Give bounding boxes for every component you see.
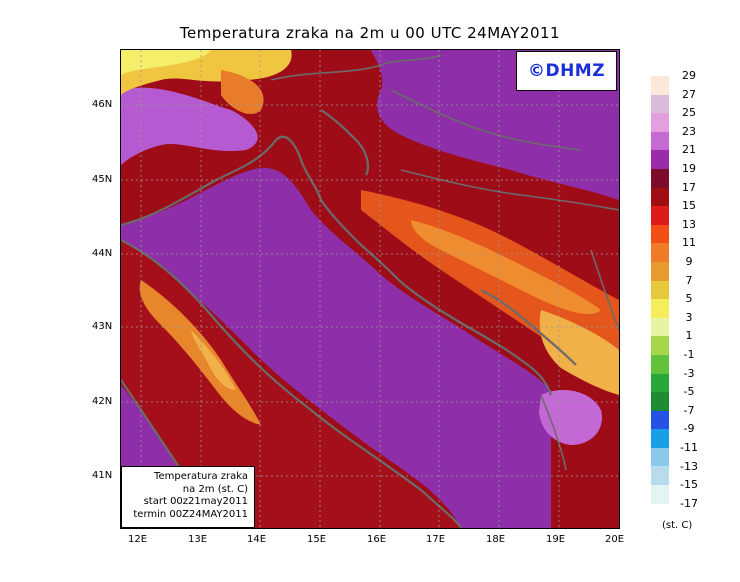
legend-swatch	[651, 354, 669, 374]
legend-swatch	[651, 168, 669, 188]
legend-label: 23	[682, 124, 696, 138]
legend-swatch	[651, 94, 669, 114]
temperature-map	[120, 49, 620, 529]
legend-label: -13	[680, 459, 698, 473]
region-alps-coldest	[121, 50, 211, 75]
legend-swatch	[651, 280, 669, 300]
legend-label: -3	[683, 366, 695, 380]
info-line-3: start 00z21may2011	[143, 496, 248, 507]
lat-label-43n: 43N	[92, 321, 113, 332]
lon-label-12e: 12E	[128, 534, 148, 545]
region-dinarides-high	[411, 220, 601, 315]
legend-label: 9	[685, 255, 693, 268]
borders	[270, 54, 619, 471]
legend-swatch	[651, 224, 669, 244]
region-apennines-high	[191, 330, 236, 390]
legend-swatch	[651, 429, 669, 448]
legend-swatch	[651, 243, 669, 262]
colour-legend	[651, 76, 669, 504]
legend-swatch	[651, 150, 669, 169]
legend-label: 21	[682, 143, 696, 157]
legend-label: -9	[683, 422, 695, 436]
legend-swatch	[651, 76, 669, 95]
lat-label-42n: 42N	[92, 396, 113, 407]
legend-swatch	[651, 447, 669, 467]
legend-label: -15	[680, 478, 698, 492]
region-montenegro	[539, 310, 619, 395]
legend-swatch	[651, 410, 669, 430]
lon-label-17e: 17E	[426, 534, 446, 545]
legend-label: 15	[682, 199, 696, 213]
lat-label-44n: 44N	[92, 248, 113, 259]
legend-label: 29	[682, 69, 696, 82]
legend-label: -17	[680, 496, 698, 510]
legend-label: -5	[683, 385, 695, 399]
legend-swatch	[651, 299, 669, 318]
lon-label-20e: 20E	[605, 534, 625, 545]
lat-label-41n: 41N	[92, 470, 113, 481]
legend-label: 13	[682, 217, 696, 231]
legend-swatch	[651, 113, 669, 132]
dhmz-watermark: ©DHMZ	[516, 51, 617, 91]
lat-label-45n: 45N	[92, 174, 113, 185]
legend-label: 7	[685, 273, 693, 287]
legend-label: 1	[685, 329, 693, 343]
info-line-2: na 2m (st. C)	[182, 483, 248, 495]
legend-label: 27	[682, 87, 696, 101]
legend-swatch	[651, 466, 669, 486]
legend-swatch	[651, 392, 669, 411]
legend-swatch	[651, 261, 669, 281]
legend-label: -1	[683, 348, 695, 361]
region-po-valley	[121, 87, 258, 165]
legend-label: -7	[683, 403, 695, 417]
legend-swatch	[651, 131, 669, 151]
legend-label: 17	[682, 180, 696, 194]
info-box: Temperatura zraka na 2m (st. C) start 00…	[121, 466, 255, 528]
legend-label: 11	[682, 236, 696, 250]
lon-label-18e: 18E	[486, 534, 506, 545]
legend-swatch	[651, 206, 669, 225]
legend-swatch	[651, 187, 669, 207]
legend-label: 3	[685, 310, 693, 324]
region-italy	[121, 240, 461, 528]
graticule	[121, 50, 619, 528]
region-alps-orange	[221, 70, 264, 115]
lon-label-15e: 15E	[307, 534, 327, 545]
map-canvas	[121, 50, 619, 528]
info-line-1: Temperatura zraka	[154, 471, 248, 482]
legend-label: 19	[682, 162, 696, 175]
legend-swatch	[651, 317, 669, 337]
legend-label: 25	[682, 106, 696, 120]
legend-label: 5	[685, 292, 693, 306]
chart-title: Temperatura zraka na 2m u 00 UTC 24MAY20…	[179, 24, 561, 42]
lon-label-13e: 13E	[188, 534, 208, 545]
lon-label-19e: 19E	[546, 534, 566, 545]
legend-swatch	[651, 336, 669, 355]
legend-swatch	[651, 485, 669, 504]
lon-label-16e: 16E	[367, 534, 387, 545]
legend-unit: (st. C)	[662, 520, 693, 531]
region-adriatic-sea	[121, 167, 551, 528]
legend-label: -11	[680, 441, 698, 454]
legend-swatch	[651, 373, 669, 393]
lat-label-46n: 46N	[92, 99, 113, 110]
lon-label-14e: 14E	[247, 534, 267, 545]
info-line-4: termin 00Z24MAY2011	[133, 508, 248, 520]
